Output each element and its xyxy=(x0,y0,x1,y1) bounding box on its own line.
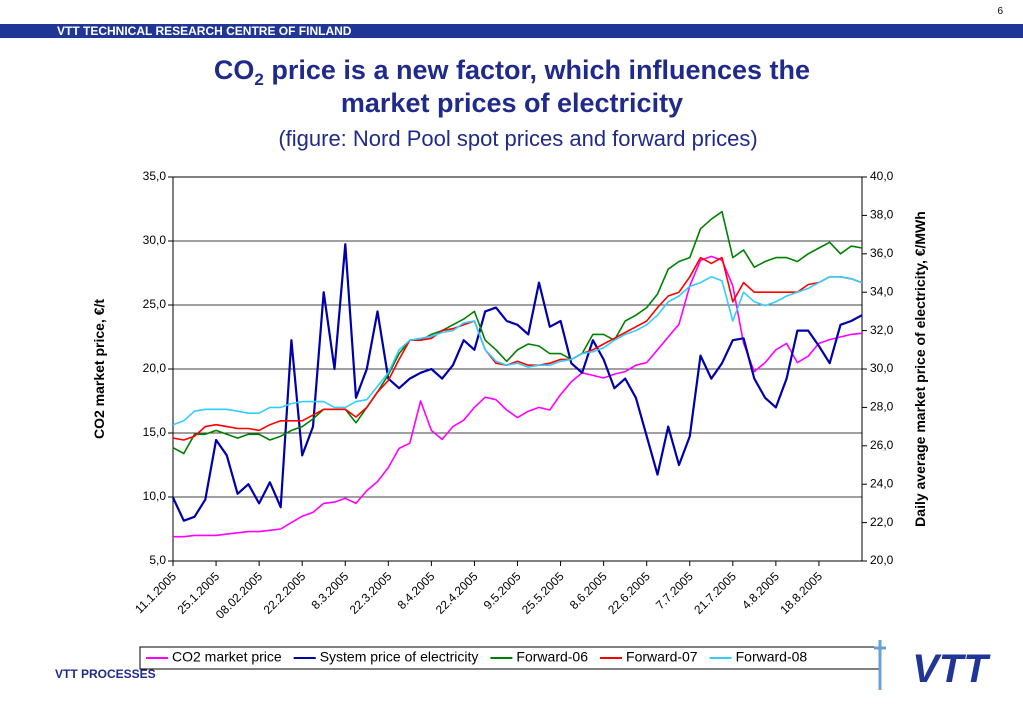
legend-label: Forward-07 xyxy=(626,649,698,665)
x-tick-label: 22.4.2005 xyxy=(433,569,481,617)
series-line xyxy=(172,210,863,455)
subtitle: (figure: Nord Pool spot prices and forwa… xyxy=(278,126,757,151)
y-tick-label: 20,0 xyxy=(143,361,167,375)
legend-label: Forward-08 xyxy=(736,649,808,665)
y-tick-label: 35,0 xyxy=(143,169,167,183)
x-tick-label: 8.3.2005 xyxy=(308,569,351,612)
title-subscript: 2 xyxy=(254,70,263,89)
title-line2: market prices of electricity xyxy=(341,88,683,118)
logo-text: VTT xyxy=(912,647,991,691)
y2-tick-label: 20,0 xyxy=(870,553,894,567)
y2-axis-label: Daily average market price of electricit… xyxy=(912,211,928,527)
x-tick-label: 25.5.2005 xyxy=(519,569,567,617)
y-tick-label: 30,0 xyxy=(143,233,167,247)
x-tick-label: 7.7.2005 xyxy=(653,569,696,612)
y2-tick-label: 36,0 xyxy=(870,246,894,260)
legend-label: Forward-06 xyxy=(516,649,588,665)
title-line1: CO2 price is a new factor, which influen… xyxy=(214,55,810,89)
x-tick-label: 9.5.2005 xyxy=(481,569,524,612)
footer: VTT PROCESSES xyxy=(55,667,156,681)
y-tick-label: 15,0 xyxy=(143,425,167,439)
y2-tick-label: 40,0 xyxy=(870,169,894,183)
y2-tick-label: 22,0 xyxy=(870,515,894,529)
y-tick-label: 10,0 xyxy=(143,489,167,503)
y2-tick-label: 26,0 xyxy=(870,438,894,452)
x-tick-label: 08.02.2005 xyxy=(213,569,266,622)
x-tick-label: 8.6.2005 xyxy=(567,569,610,612)
series-line xyxy=(172,243,863,522)
y-tick-label: 25,0 xyxy=(143,297,167,311)
y2-tick-label: 38,0 xyxy=(870,208,894,222)
header-text: VTT TECHNICAL RESEARCH CENTRE OF FINLAND xyxy=(57,24,352,38)
x-tick-label: 18.8.2005 xyxy=(777,569,825,617)
logo: VTT xyxy=(874,640,991,691)
y-axis-label: CO2 market price, €/t xyxy=(91,299,107,439)
legend-label: CO2 market price xyxy=(172,649,282,665)
title-prefix: CO xyxy=(214,55,255,85)
title-rest: price is a new factor, which influences … xyxy=(264,55,810,85)
logo-mark xyxy=(874,640,886,690)
page-number: 6 xyxy=(997,6,1003,17)
x-tick-label: 4.8.2005 xyxy=(739,569,782,612)
y2-tick-label: 24,0 xyxy=(870,476,894,490)
x-tick-label: 22.3.2005 xyxy=(347,569,395,617)
y2-tick-label: 32,0 xyxy=(870,323,894,337)
y2-tick-label: 28,0 xyxy=(870,400,894,414)
chart: 5,0 10,0 15,0 20,0 25,0 30,0 35,0 20,0 22,0 24,0 2… xyxy=(91,169,928,670)
y2-tick-label: 30,0 xyxy=(870,361,894,375)
legend-label: System price of electricity xyxy=(320,649,479,665)
y-tick-label: 5,0 xyxy=(149,553,166,567)
series-line xyxy=(172,276,863,426)
x-tick-label: 11.1.2005 xyxy=(132,569,179,616)
x-tick-label: 21.7.2005 xyxy=(691,569,739,617)
x-tick-label: 8.4.2005 xyxy=(395,569,438,612)
x-tick-label: 22.2.2005 xyxy=(261,569,309,617)
legend: CO2 market price System price of electric… xyxy=(139,646,881,670)
y2-tick-label: 34,0 xyxy=(870,284,894,298)
series-line xyxy=(172,256,863,441)
x-tick-label: 22.6.2005 xyxy=(605,569,653,617)
header-bar xyxy=(0,24,1023,38)
